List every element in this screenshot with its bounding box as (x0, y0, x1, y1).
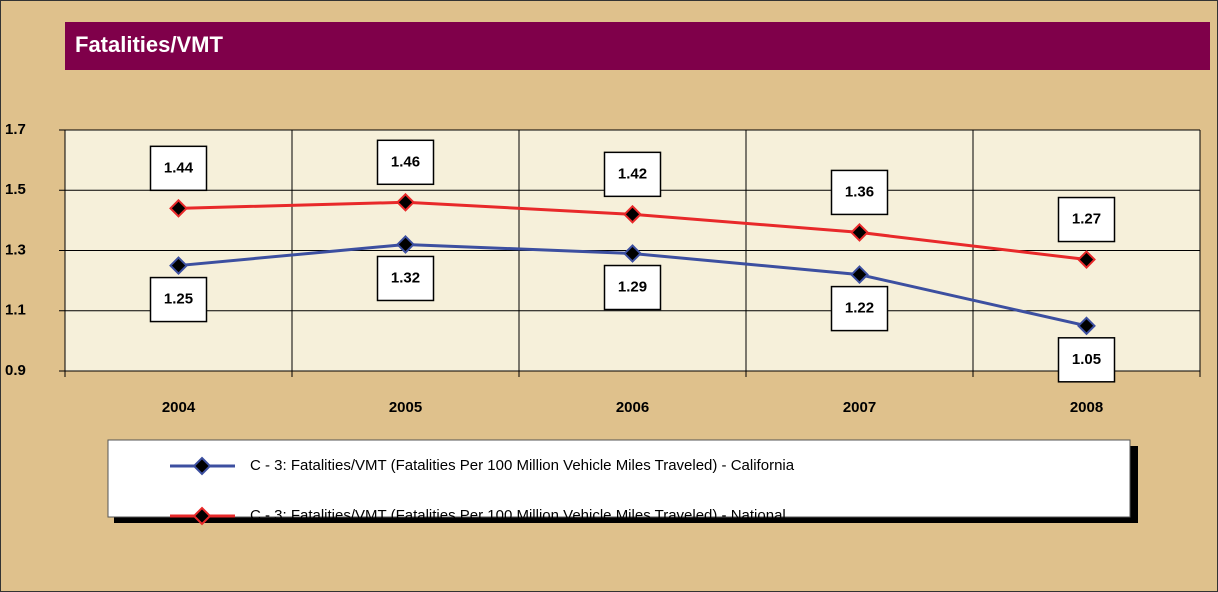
value-label: 1.22 (845, 300, 874, 317)
title-bar (65, 22, 1210, 70)
point (1077, 250, 1096, 269)
legend (107, 439, 1131, 518)
value-label: 1.46 (391, 153, 420, 170)
legend-marker (192, 456, 212, 476)
y-tick-label: 1.1 (5, 302, 26, 319)
value-label: 1.36 (845, 183, 874, 200)
point (850, 265, 869, 285)
x-tick-label: 2007 (843, 399, 876, 416)
y-tick-label: 0.9 (5, 362, 26, 379)
point (396, 235, 415, 254)
point (623, 244, 642, 263)
y-tick-label: 1.7 (5, 121, 26, 138)
value-label-box (603, 151, 662, 198)
value-label-box (830, 169, 889, 216)
legend-marker (192, 506, 212, 526)
value-label: 1.27 (1072, 211, 1101, 228)
value-label-box (149, 276, 208, 323)
point (169, 256, 188, 275)
value-label: 1.44 (164, 159, 194, 176)
legend-label: C - 3: Fatalities/VMT (Fatalities Per 10… (250, 507, 786, 524)
point (623, 204, 642, 224)
point (1077, 316, 1096, 336)
y-tick-label: 1.3 (5, 241, 26, 258)
value-label: 1.42 (618, 165, 647, 182)
value-label-box (1057, 337, 1116, 383)
y-tick-label: 1.5 (5, 181, 26, 198)
value-label-box (1057, 196, 1116, 243)
x-tick-label: 2005 (389, 399, 422, 416)
value-label-box (376, 255, 435, 302)
point (169, 198, 188, 218)
value-label-box (149, 145, 208, 192)
value-label-box (376, 139, 435, 186)
value-label: 1.29 (618, 278, 647, 295)
legend-label: C - 3: Fatalities/VMT (Fatalities Per 10… (250, 457, 795, 474)
point (850, 223, 869, 242)
value-label: 1.25 (164, 291, 193, 308)
value-label-box (603, 264, 662, 311)
value-label-box (830, 285, 889, 332)
x-tick-label: 2004 (162, 399, 196, 416)
value-label: 1.32 (391, 269, 420, 286)
x-tick-label: 2008 (1070, 399, 1103, 416)
value-label: 1.05 (1072, 351, 1101, 368)
chart-title: Fatalities/VMT (75, 32, 223, 57)
x-tick-label: 2006 (616, 399, 649, 416)
point (396, 192, 415, 212)
